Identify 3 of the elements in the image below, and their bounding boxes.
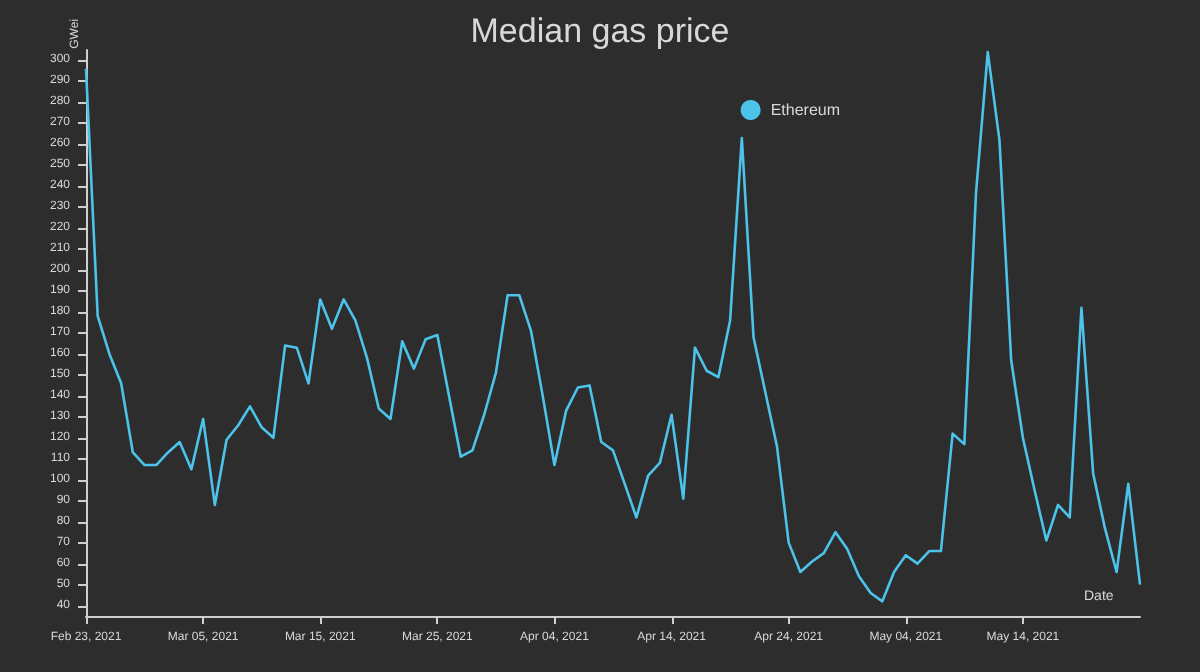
legend-label: Ethereum — [770, 101, 841, 119]
line-series — [84, 50, 1142, 603]
chart-title: Median gas price — [470, 12, 730, 50]
